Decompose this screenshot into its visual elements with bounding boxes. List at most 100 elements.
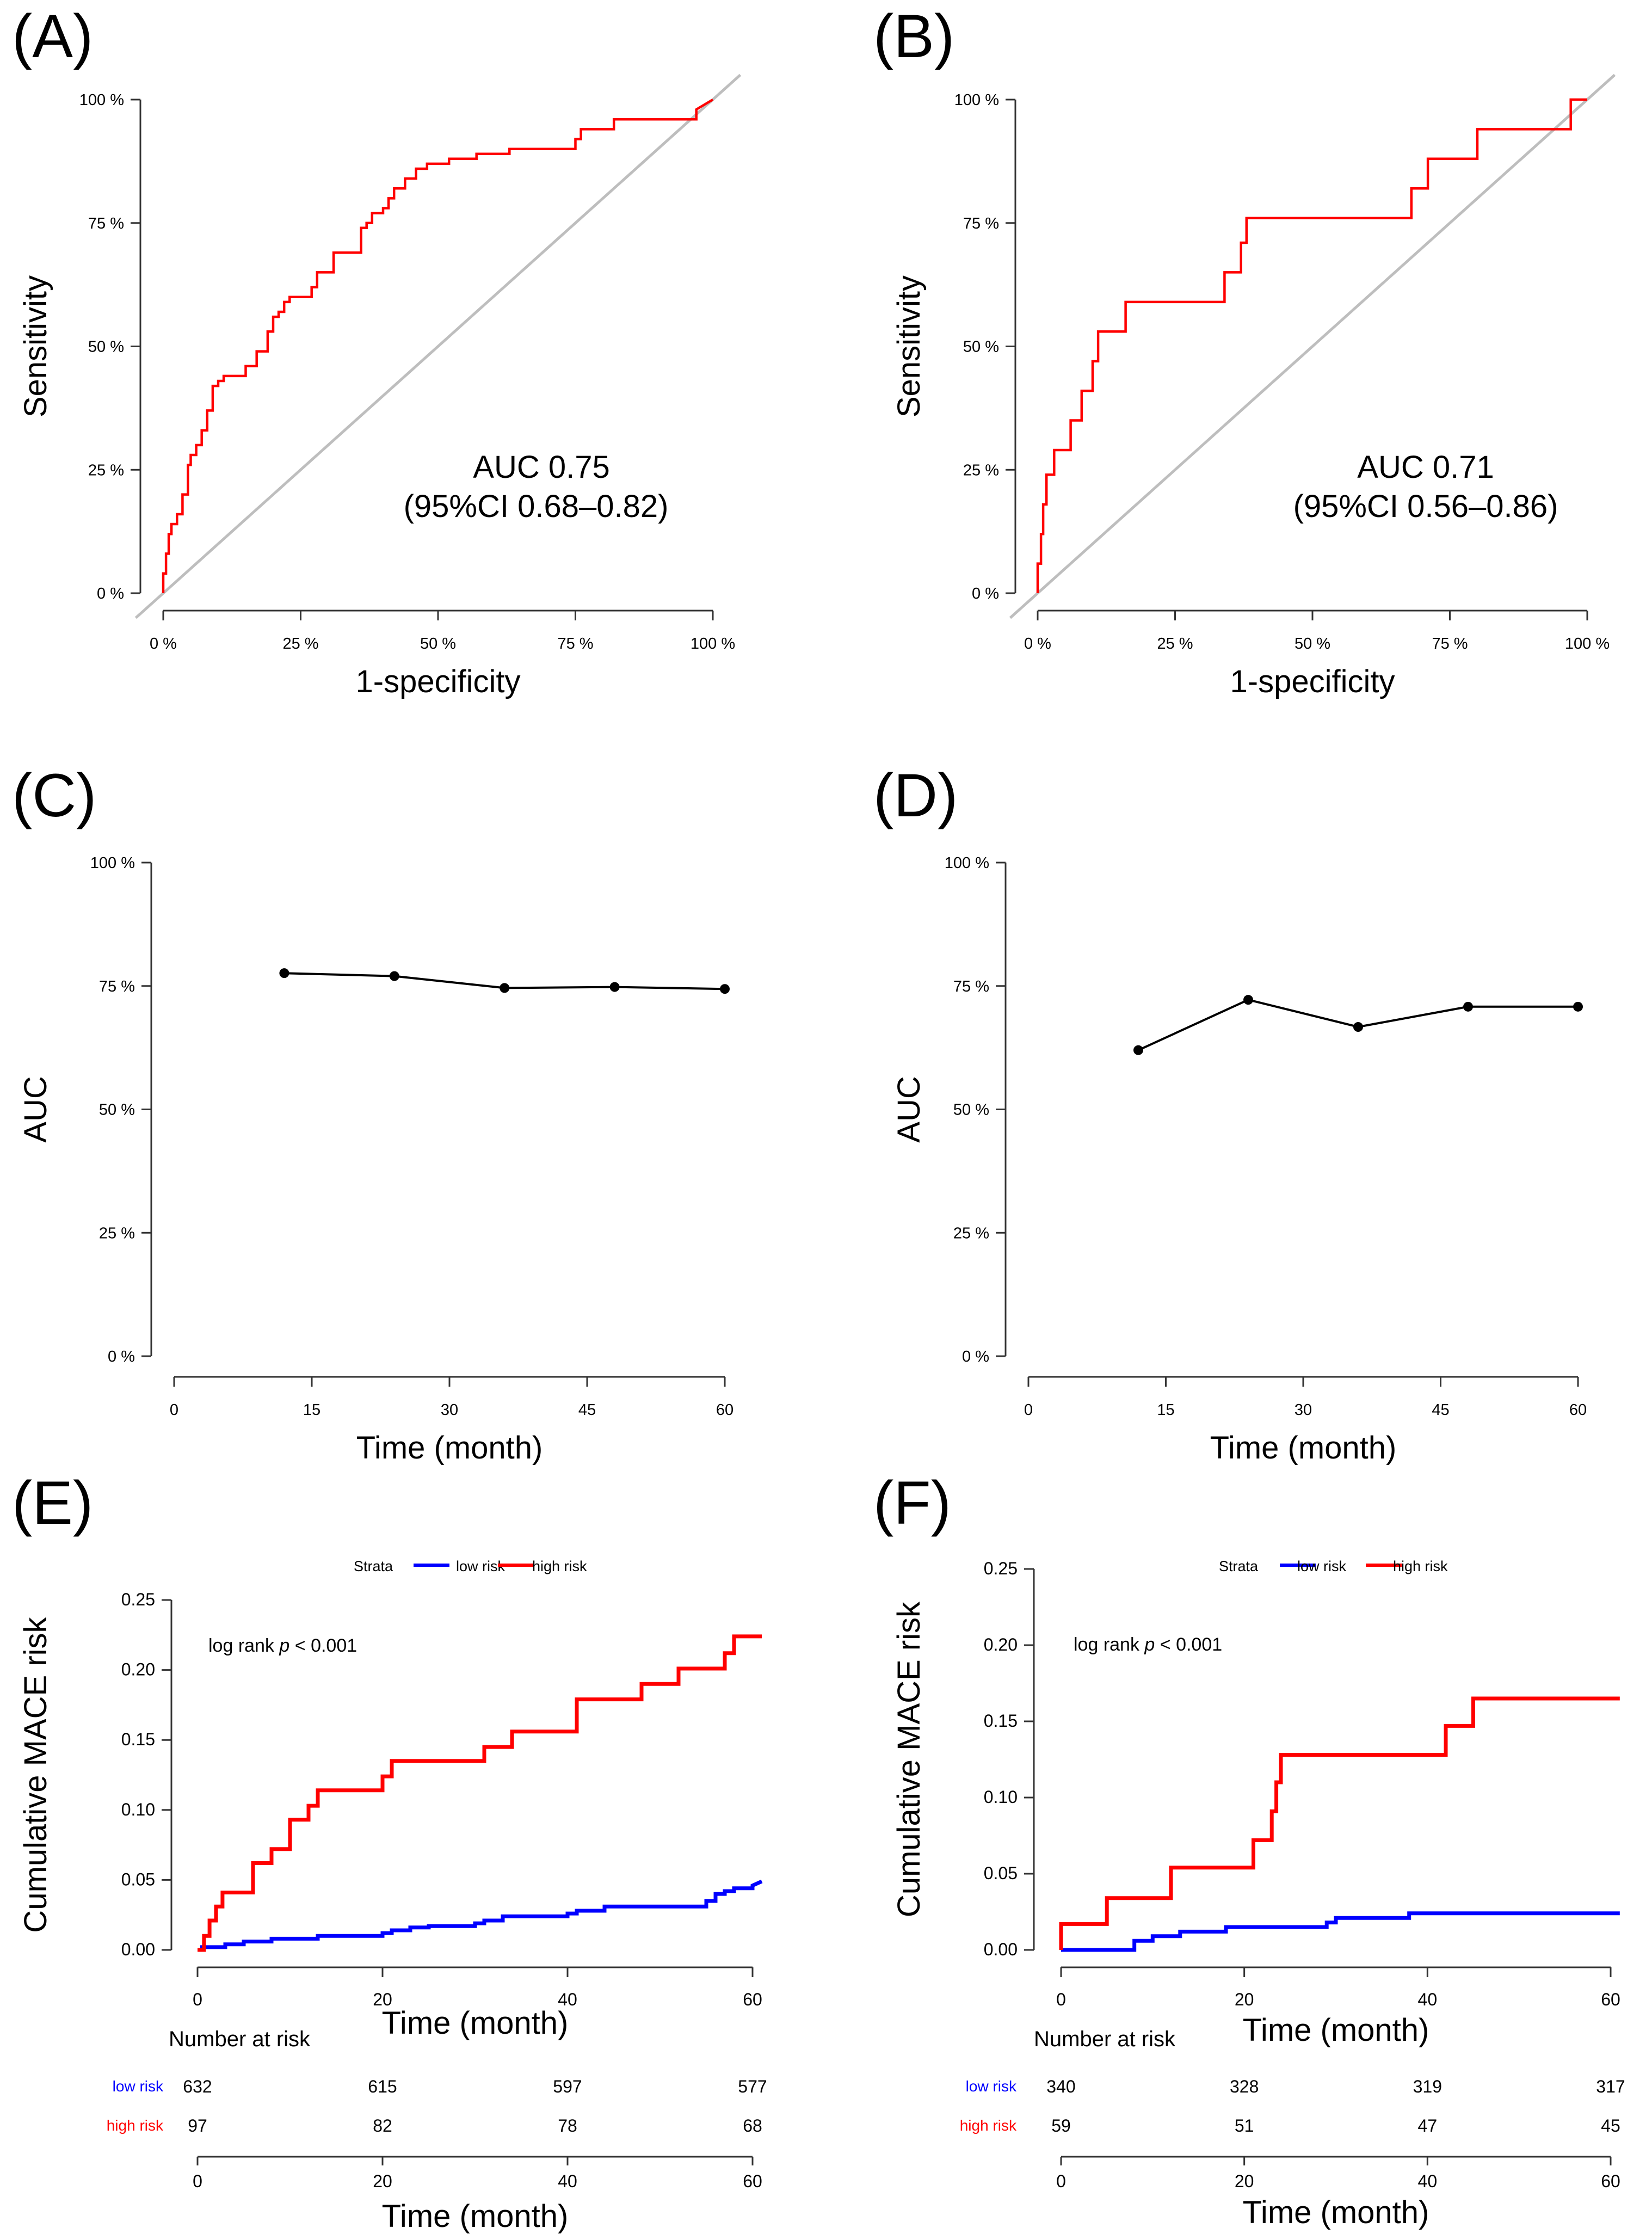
log-rank-suffix: < 0.001 xyxy=(1155,1634,1222,1655)
x-tick-label: 25 % xyxy=(282,635,318,653)
auc-point xyxy=(389,971,399,981)
x-axis-title: Time (month) xyxy=(356,1430,543,1466)
y-tick-label: 100 % xyxy=(79,91,124,109)
log-rank-p: p xyxy=(1144,1634,1155,1655)
x-axis-title: Time (month) xyxy=(1243,2013,1429,2048)
y-tick-label: 75 % xyxy=(99,978,135,995)
y-tick-label: 0.10 xyxy=(984,1787,1018,1807)
y-tick-label: 50 % xyxy=(953,1101,989,1119)
chart-panel-b: (B) 0 % 25 % 50 % 75 % 100 % 0 % 25 % 50 % 75 % 10… xyxy=(873,2,1616,699)
risk-x-axis-title: Time (month) xyxy=(382,2199,569,2234)
risk-count: 45 xyxy=(1601,2116,1620,2135)
low-risk-curve xyxy=(1061,1911,1620,1952)
risk-row-label: high risk xyxy=(107,2117,164,2134)
y-tick-label: 25 % xyxy=(99,1224,135,1242)
panel-label: (F) xyxy=(873,1469,951,1537)
log-rank-note: log rank p < 0.001 xyxy=(1074,1634,1222,1655)
log-rank-prefix: log rank xyxy=(1074,1634,1144,1655)
legend-label-high: high risk xyxy=(1393,1558,1448,1574)
x-tick-label: 100 % xyxy=(691,635,735,653)
x-tick-label: 15 xyxy=(1157,1401,1174,1419)
x-axis-title: Time (month) xyxy=(382,2005,569,2041)
x-tick-label: 15 xyxy=(303,1401,320,1419)
x-tick-label: 50 % xyxy=(1295,635,1330,653)
y-tick-label: 100 % xyxy=(954,91,999,109)
risk-x-tick-label: 60 xyxy=(1601,2171,1620,2191)
y-tick-label: 0.15 xyxy=(984,1711,1018,1731)
x-axis: 0 20 40 60 xyxy=(1056,1966,1620,2009)
x-axis: 0 15 30 45 60 xyxy=(1024,1376,1587,1419)
y-tick-label: 0.10 xyxy=(121,1800,155,1819)
x-tick-label: 60 xyxy=(1601,1990,1620,2009)
risk-x-tick-label: 40 xyxy=(558,2171,577,2191)
risk-count: 615 xyxy=(368,2077,397,2096)
y-tick-label: 0.20 xyxy=(121,1660,155,1679)
y-tick-label: 25 % xyxy=(953,1224,989,1242)
x-tick-label: 100 % xyxy=(1565,635,1610,653)
y-axis-title: Cumulative MACE risk xyxy=(18,1616,53,1933)
y-axis: 0 % 25 % 50 % 75 % 100 % xyxy=(954,91,1016,602)
auc-annotation: AUC 0.75 xyxy=(473,450,609,485)
reference-diagonal xyxy=(1009,73,1616,619)
auc-point xyxy=(720,984,730,994)
risk-count: 59 xyxy=(1051,2116,1071,2135)
x-axis: 0 % 25 % 50 % 75 % 100 % xyxy=(1024,610,1610,653)
y-tick-label: 0.00 xyxy=(121,1940,155,1959)
ci-annotation: (95%CI 0.56–0.86) xyxy=(1293,489,1558,524)
risk-table-f: Number at risk low risk 340 328 319 317 high r… xyxy=(960,2027,1625,2230)
y-axis: 0.00 0.05 0.10 0.15 0.20 0.25 xyxy=(984,1559,1035,1959)
log-rank-p: p xyxy=(279,1635,289,1656)
high-risk-curve xyxy=(1059,1696,1620,1950)
y-axis-title: Sensitivity xyxy=(891,275,927,417)
auc-point xyxy=(500,983,510,993)
legend: Strata low risk high risk xyxy=(354,1558,587,1574)
y-tick-label: 100 % xyxy=(945,854,989,872)
x-axis: 0 % 25 % 50 % 75 % 100 % xyxy=(150,610,735,653)
risk-count: 597 xyxy=(553,2077,582,2096)
risk-count: 68 xyxy=(743,2116,762,2135)
legend-title: Strata xyxy=(354,1558,393,1574)
chart-panel-e: (E) 0 20 40 60 0.00 0.05 0.10 0.15 0.20 0.25 Time (… xyxy=(12,1469,763,2041)
x-axis-title: Time (month) xyxy=(1210,1430,1397,1466)
ci-annotation: (95%CI 0.68–0.82) xyxy=(404,489,669,524)
risk-table-title: Number at risk xyxy=(1034,2027,1176,2051)
risk-count: 82 xyxy=(373,2116,392,2135)
risk-count: 97 xyxy=(188,2116,207,2135)
panel-label: (D) xyxy=(873,761,958,829)
y-tick-label: 0 % xyxy=(972,585,999,602)
x-tick-label: 0 xyxy=(193,1990,202,2009)
y-tick-label: 75 % xyxy=(963,215,999,232)
log-rank-note: log rank p < 0.001 xyxy=(208,1635,357,1656)
legend-label-low: low risk xyxy=(1297,1558,1347,1574)
y-axis: 0 % 25 % 50 % 75 % 100 % xyxy=(90,854,152,1365)
y-tick-label: 0.25 xyxy=(984,1559,1018,1578)
risk-count: 78 xyxy=(558,2116,577,2135)
roc-curve xyxy=(1036,98,1587,593)
x-tick-label: 0 xyxy=(1056,1990,1066,2009)
risk-count: 632 xyxy=(183,2077,212,2096)
log-rank-prefix: log rank xyxy=(208,1635,279,1656)
x-tick-label: 60 xyxy=(743,1990,762,2009)
x-tick-label: 25 % xyxy=(1157,635,1193,653)
legend-label-high: high risk xyxy=(532,1558,587,1574)
y-tick-label: 50 % xyxy=(963,339,999,356)
risk-count: 577 xyxy=(738,2077,767,2096)
x-tick-label: 0 % xyxy=(1024,635,1051,653)
risk-row-label: low risk xyxy=(113,2078,164,2095)
legend-title: Strata xyxy=(1219,1558,1259,1574)
y-tick-label: 25 % xyxy=(88,461,124,479)
x-axis-title: 1-specificity xyxy=(356,664,521,699)
auc-point xyxy=(279,968,289,978)
auc-point xyxy=(1243,995,1253,1005)
x-axis: 0 20 40 60 xyxy=(193,1966,762,2009)
x-tick-label: 45 xyxy=(578,1401,596,1419)
risk-count: 328 xyxy=(1230,2077,1259,2096)
chart-panel-a: (A) 0 % 25 % 50 % 75 % 100 % 0 % 25 % 50 % 75 % 10… xyxy=(12,2,742,699)
y-tick-label: 0 % xyxy=(962,1348,989,1365)
y-axis-title: AUC xyxy=(18,1076,53,1142)
panel-label: (E) xyxy=(12,1469,93,1537)
x-tick-label: 50 % xyxy=(420,635,456,653)
auc-point xyxy=(1463,1001,1473,1012)
risk-row-label: low risk xyxy=(966,2078,1017,2095)
chart-panel-c: (C) 0 15 30 45 60 0 % 25 % 50 % 75 % 100 % Time (mo… xyxy=(12,761,733,1466)
